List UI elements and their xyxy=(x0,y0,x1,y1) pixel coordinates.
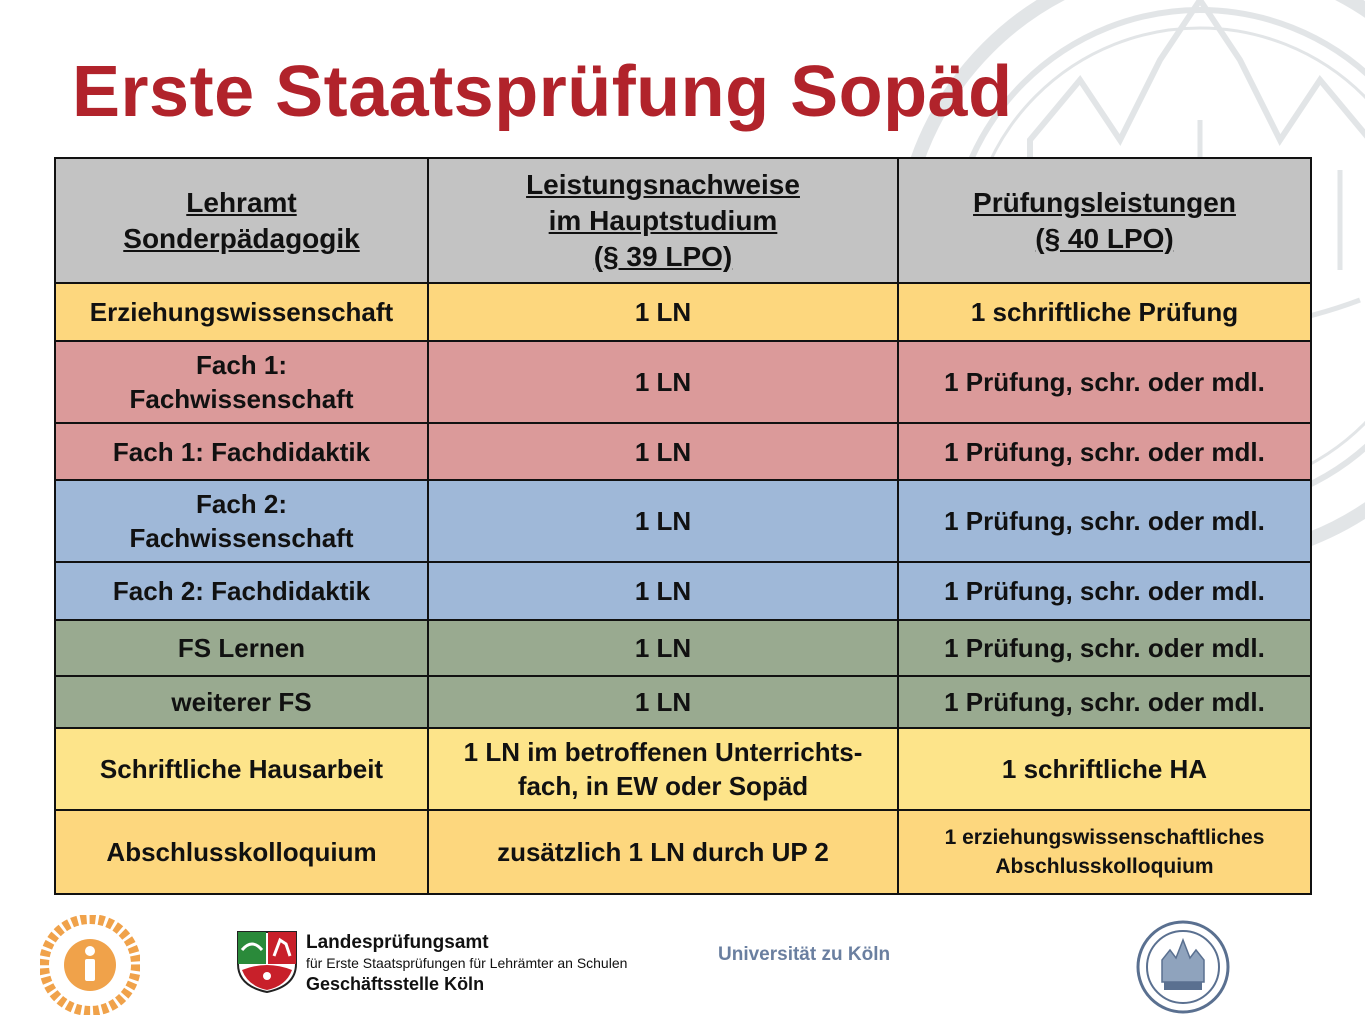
table-row: Fach 2: Fachdidaktik 1 LN 1 Prüfung, sch… xyxy=(54,561,1312,621)
row-subject: Fach 1: Fachdidaktik xyxy=(54,422,429,481)
table-header-row: Lehramt Sonderpädagogik Leistungsnachwei… xyxy=(54,157,1312,284)
table-row: Schriftliche Hausarbeit 1 LN im betroffe… xyxy=(54,727,1312,811)
row-ln: 1 LN xyxy=(427,340,899,424)
university-seal-logo xyxy=(1136,920,1230,1014)
row-ln: 1 LN im betroffenen Unterrichts-fach, in… xyxy=(427,727,899,811)
row-exam: 1 Prüfung, schr. oder mdl. xyxy=(897,479,1312,563)
table-row: Fach 1: Fachdidaktik 1 LN 1 Prüfung, sch… xyxy=(54,422,1312,481)
table-row: Erziehungswissenschaft 1 LN 1 schriftlic… xyxy=(54,282,1312,342)
row-exam: 1 Prüfung, schr. oder mdl. xyxy=(897,561,1312,621)
row-ln: 1 LN xyxy=(427,422,899,481)
row-ln: 1 LN xyxy=(427,282,899,342)
table-row: Fach 1: Fachwissenschaft 1 LN 1 Prüfung, … xyxy=(54,340,1312,424)
header-pruefungsleistungen: Prüfungsleistungen (§ 40 LPO) xyxy=(897,157,1312,284)
row-ln: 1 LN xyxy=(427,619,899,677)
row-exam: 1 erziehungswissenschaftliches Abschlussk… xyxy=(897,809,1312,895)
row-exam: 1 schriftliche HA xyxy=(897,727,1312,811)
header-leistungsnachweise: Leistungsnachweise im Hauptstudium (§ 39… xyxy=(427,157,899,284)
row-exam: 1 Prüfung, schr. oder mdl. xyxy=(897,675,1312,729)
studierenden-service-logo xyxy=(40,915,140,1015)
row-subject: weiterer FS xyxy=(54,675,429,729)
row-ln: zusätzlich 1 LN durch UP 2 xyxy=(427,809,899,895)
table-row: FS Lernen 1 LN 1 Prüfung, schr. oder mdl… xyxy=(54,619,1312,677)
header-lehramt: Lehramt Sonderpädagogik xyxy=(54,157,429,284)
exam-requirements-table: Lehramt Sonderpädagogik Leistungsnachwei… xyxy=(54,157,1312,895)
row-subject: Fach 2: Fachwissenschaft xyxy=(54,479,429,563)
row-subject: Schriftliche Hausarbeit xyxy=(54,727,429,811)
row-subject: Fach 2: Fachdidaktik xyxy=(54,561,429,621)
row-ln: 1 LN xyxy=(427,561,899,621)
row-ln: 1 LN xyxy=(427,675,899,729)
university-name: Universität zu Köln xyxy=(718,944,891,965)
row-exam: 1 Prüfung, schr. oder mdl. xyxy=(897,340,1312,424)
row-subject: Fach 1: Fachwissenschaft xyxy=(54,340,429,424)
table-row: Abschlusskolloquium zusätzlich 1 LN durc… xyxy=(54,809,1312,895)
row-exam: 1 Prüfung, schr. oder mdl. xyxy=(897,619,1312,677)
row-subject: Erziehungswissenschaft xyxy=(54,282,429,342)
page-title: Erste Staatsprüfung Sopäd xyxy=(72,52,1013,132)
table-row: Fach 2: Fachwissenschaft 1 LN 1 Prüfung, … xyxy=(54,479,1312,563)
table-row: weiterer FS 1 LN 1 Prüfung, schr. oder m… xyxy=(54,675,1312,729)
landespruefungsamt-text: Landesprüfungsamt für Erste Staatsprüfun… xyxy=(306,932,628,994)
row-subject: Abschlusskolloquium xyxy=(54,809,429,895)
row-subject: FS Lernen xyxy=(54,619,429,677)
nrw-coat-of-arms-logo xyxy=(237,931,297,994)
row-exam: 1 Prüfung, schr. oder mdl. xyxy=(897,422,1312,481)
row-ln: 1 LN xyxy=(427,479,899,563)
row-exam: 1 schriftliche Prüfung xyxy=(897,282,1312,342)
